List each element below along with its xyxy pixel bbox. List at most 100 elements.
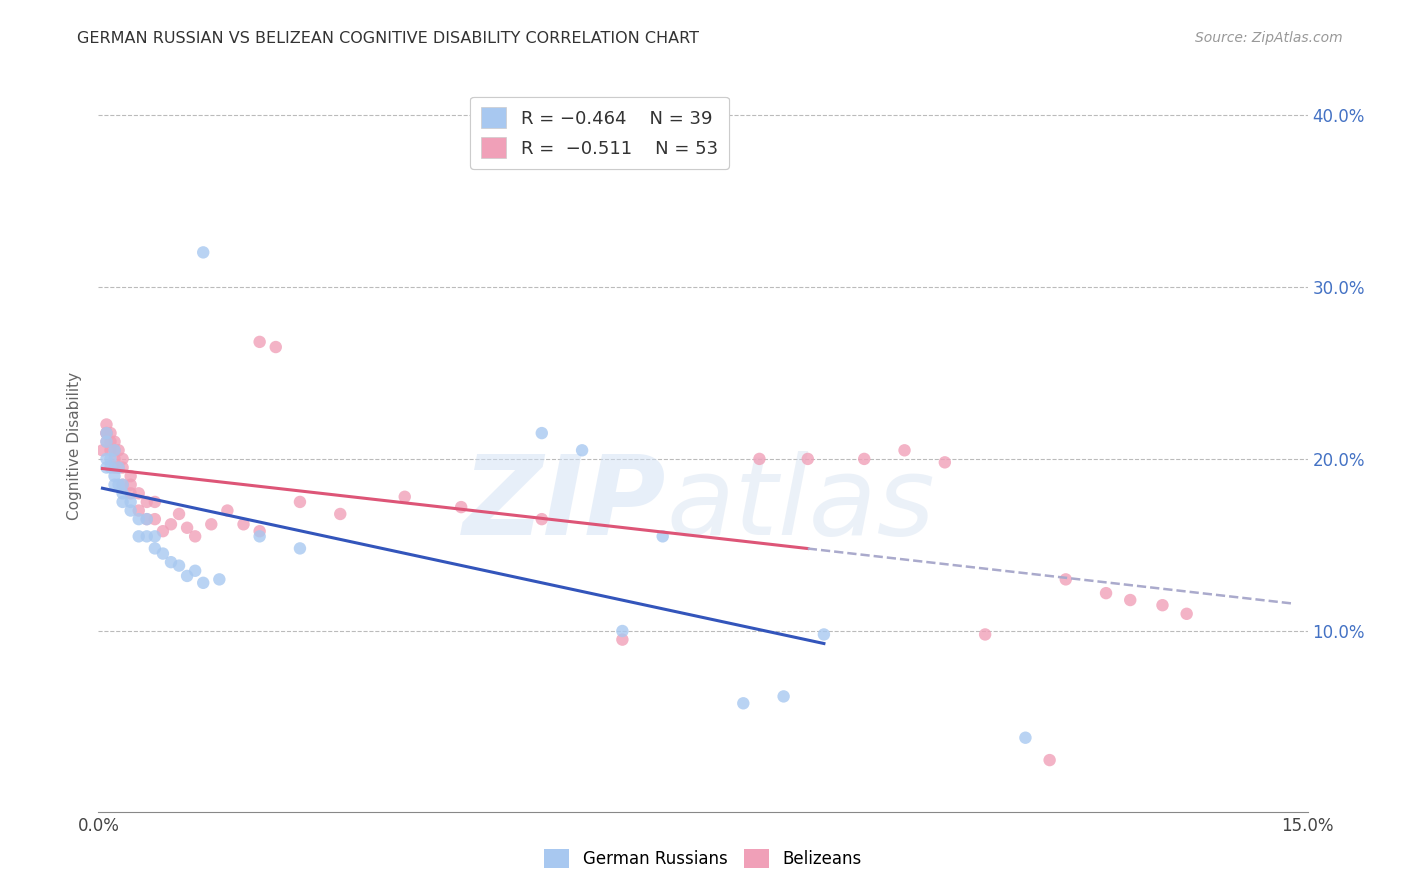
Point [103,451,125,466]
Point [530,512,553,526]
Point [530,426,553,441]
Point [217,503,239,517]
Point [128,512,150,526]
Point [135,512,157,526]
Point [1095,586,1118,600]
Text: atlas: atlas [666,451,935,558]
Point [1039,753,1062,767]
Point [96,434,118,449]
Point [103,477,125,491]
Point [612,632,634,647]
Point [120,469,142,483]
Point [103,443,125,458]
Point [111,460,134,475]
Point [128,503,150,517]
Point [96,426,118,441]
Point [111,495,134,509]
Point [651,529,673,543]
Point [120,503,142,517]
Point [184,564,207,578]
Point [96,426,118,441]
Point [193,575,215,590]
Point [100,451,122,466]
Point [200,517,222,532]
Point [288,495,311,509]
Point [748,451,770,466]
Point [264,340,287,354]
Point [571,443,593,458]
Point [107,460,129,475]
Point [1054,573,1077,587]
Point [128,529,150,543]
Legend: German Russians, Belizeans: German Russians, Belizeans [537,843,869,875]
Point [91,443,114,458]
Point [167,507,190,521]
Point [143,495,166,509]
Point [193,245,215,260]
Point [152,547,174,561]
Point [128,486,150,500]
Point [100,460,122,475]
Point [96,426,118,441]
Point [1119,593,1142,607]
Point [96,460,118,475]
Point [853,451,876,466]
Y-axis label: Cognitive Disability: Cognitive Disability [67,372,83,520]
Point [1014,731,1036,745]
Point [176,521,198,535]
Point [232,517,254,532]
Point [797,451,820,466]
Point [103,469,125,483]
Point [143,512,166,526]
Point [813,627,835,641]
Point [184,529,207,543]
Point [120,486,142,500]
Point [160,517,183,532]
Point [934,455,956,469]
Point [893,443,915,458]
Point [167,558,190,573]
Point [100,434,122,449]
Point [120,477,142,491]
Point [1175,607,1198,621]
Point [111,451,134,466]
Point [103,460,125,475]
Point [107,477,129,491]
Point [208,573,231,587]
Point [176,569,198,583]
Point [1152,598,1174,612]
Point [160,555,183,569]
Point [100,426,122,441]
Legend: R = −0.464    N = 39, R =  −0.511    N = 53: R = −0.464 N = 39, R = −0.511 N = 53 [470,96,728,169]
Point [103,443,125,458]
Point [394,490,416,504]
Point [152,524,174,539]
Point [135,495,157,509]
Point [612,624,634,638]
Point [96,434,118,449]
Point [450,500,472,514]
Point [111,477,134,491]
Point [974,627,997,641]
Point [772,690,794,704]
Point [96,417,118,432]
Point [135,512,157,526]
Point [249,524,271,539]
Point [100,443,122,458]
Text: ZIP: ZIP [463,451,666,558]
Point [111,486,134,500]
Text: Source: ZipAtlas.com: Source: ZipAtlas.com [1195,31,1343,45]
Point [120,495,142,509]
Point [733,696,755,710]
Point [111,477,134,491]
Point [143,541,166,556]
Point [249,529,271,543]
Point [288,541,311,556]
Point [249,334,271,349]
Point [107,443,129,458]
Point [135,529,157,543]
Point [103,434,125,449]
Point [143,529,166,543]
Point [107,460,129,475]
Text: GERMAN RUSSIAN VS BELIZEAN COGNITIVE DISABILITY CORRELATION CHART: GERMAN RUSSIAN VS BELIZEAN COGNITIVE DIS… [77,31,699,46]
